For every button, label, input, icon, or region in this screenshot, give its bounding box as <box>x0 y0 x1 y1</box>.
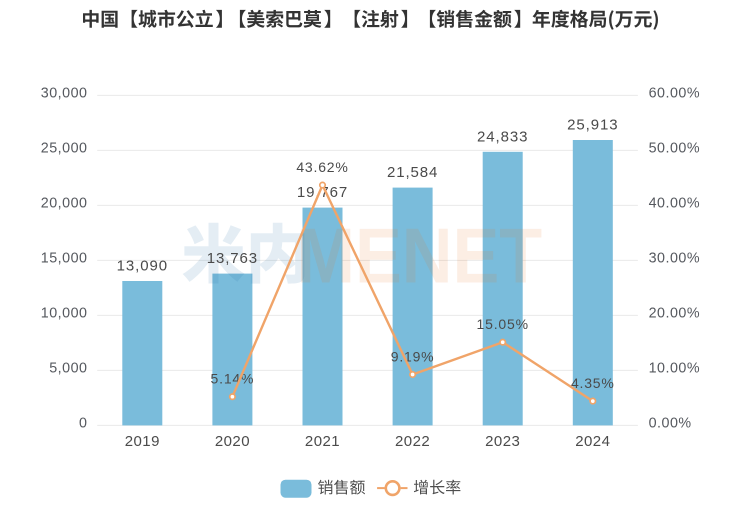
svg-text:15.05%: 15.05% <box>477 316 529 332</box>
svg-text:4.35%: 4.35% <box>571 375 615 391</box>
svg-text:15,000: 15,000 <box>41 250 88 266</box>
svg-text:25,913: 25,913 <box>567 117 618 134</box>
svg-text:25,000: 25,000 <box>41 140 88 156</box>
svg-text:13,763: 13,763 <box>207 250 258 267</box>
svg-text:2023: 2023 <box>485 433 520 450</box>
svg-text:21,584: 21,584 <box>387 164 438 181</box>
svg-text:2019: 2019 <box>125 433 160 450</box>
svg-text:5.14%: 5.14% <box>211 371 255 387</box>
svg-text:2024: 2024 <box>575 433 610 450</box>
svg-text:19,767: 19,767 <box>297 184 348 201</box>
svg-text:MENET: MENET <box>297 212 543 299</box>
svg-text:13,090: 13,090 <box>117 258 168 275</box>
svg-text:10,000: 10,000 <box>41 305 88 321</box>
svg-text:60.00%: 60.00% <box>649 85 701 101</box>
svg-text:2020: 2020 <box>215 433 250 450</box>
svg-text:10.00%: 10.00% <box>649 360 701 376</box>
svg-text:0: 0 <box>79 415 87 431</box>
svg-text:5,000: 5,000 <box>49 360 87 376</box>
svg-text:9.19%: 9.19% <box>391 348 435 364</box>
svg-text:20,000: 20,000 <box>41 195 88 211</box>
svg-text:2021: 2021 <box>305 433 340 450</box>
svg-text:2022: 2022 <box>395 433 430 450</box>
svg-text:24,833: 24,833 <box>477 128 528 145</box>
svg-text:20.00%: 20.00% <box>649 305 701 321</box>
svg-text:30,000: 30,000 <box>41 85 88 101</box>
svg-text:43.62%: 43.62% <box>296 159 348 175</box>
svg-text:50.00%: 50.00% <box>649 140 701 156</box>
svg-text:40.00%: 40.00% <box>649 195 701 211</box>
svg-text:30.00%: 30.00% <box>649 250 701 266</box>
svg-text:0.00%: 0.00% <box>649 415 692 431</box>
